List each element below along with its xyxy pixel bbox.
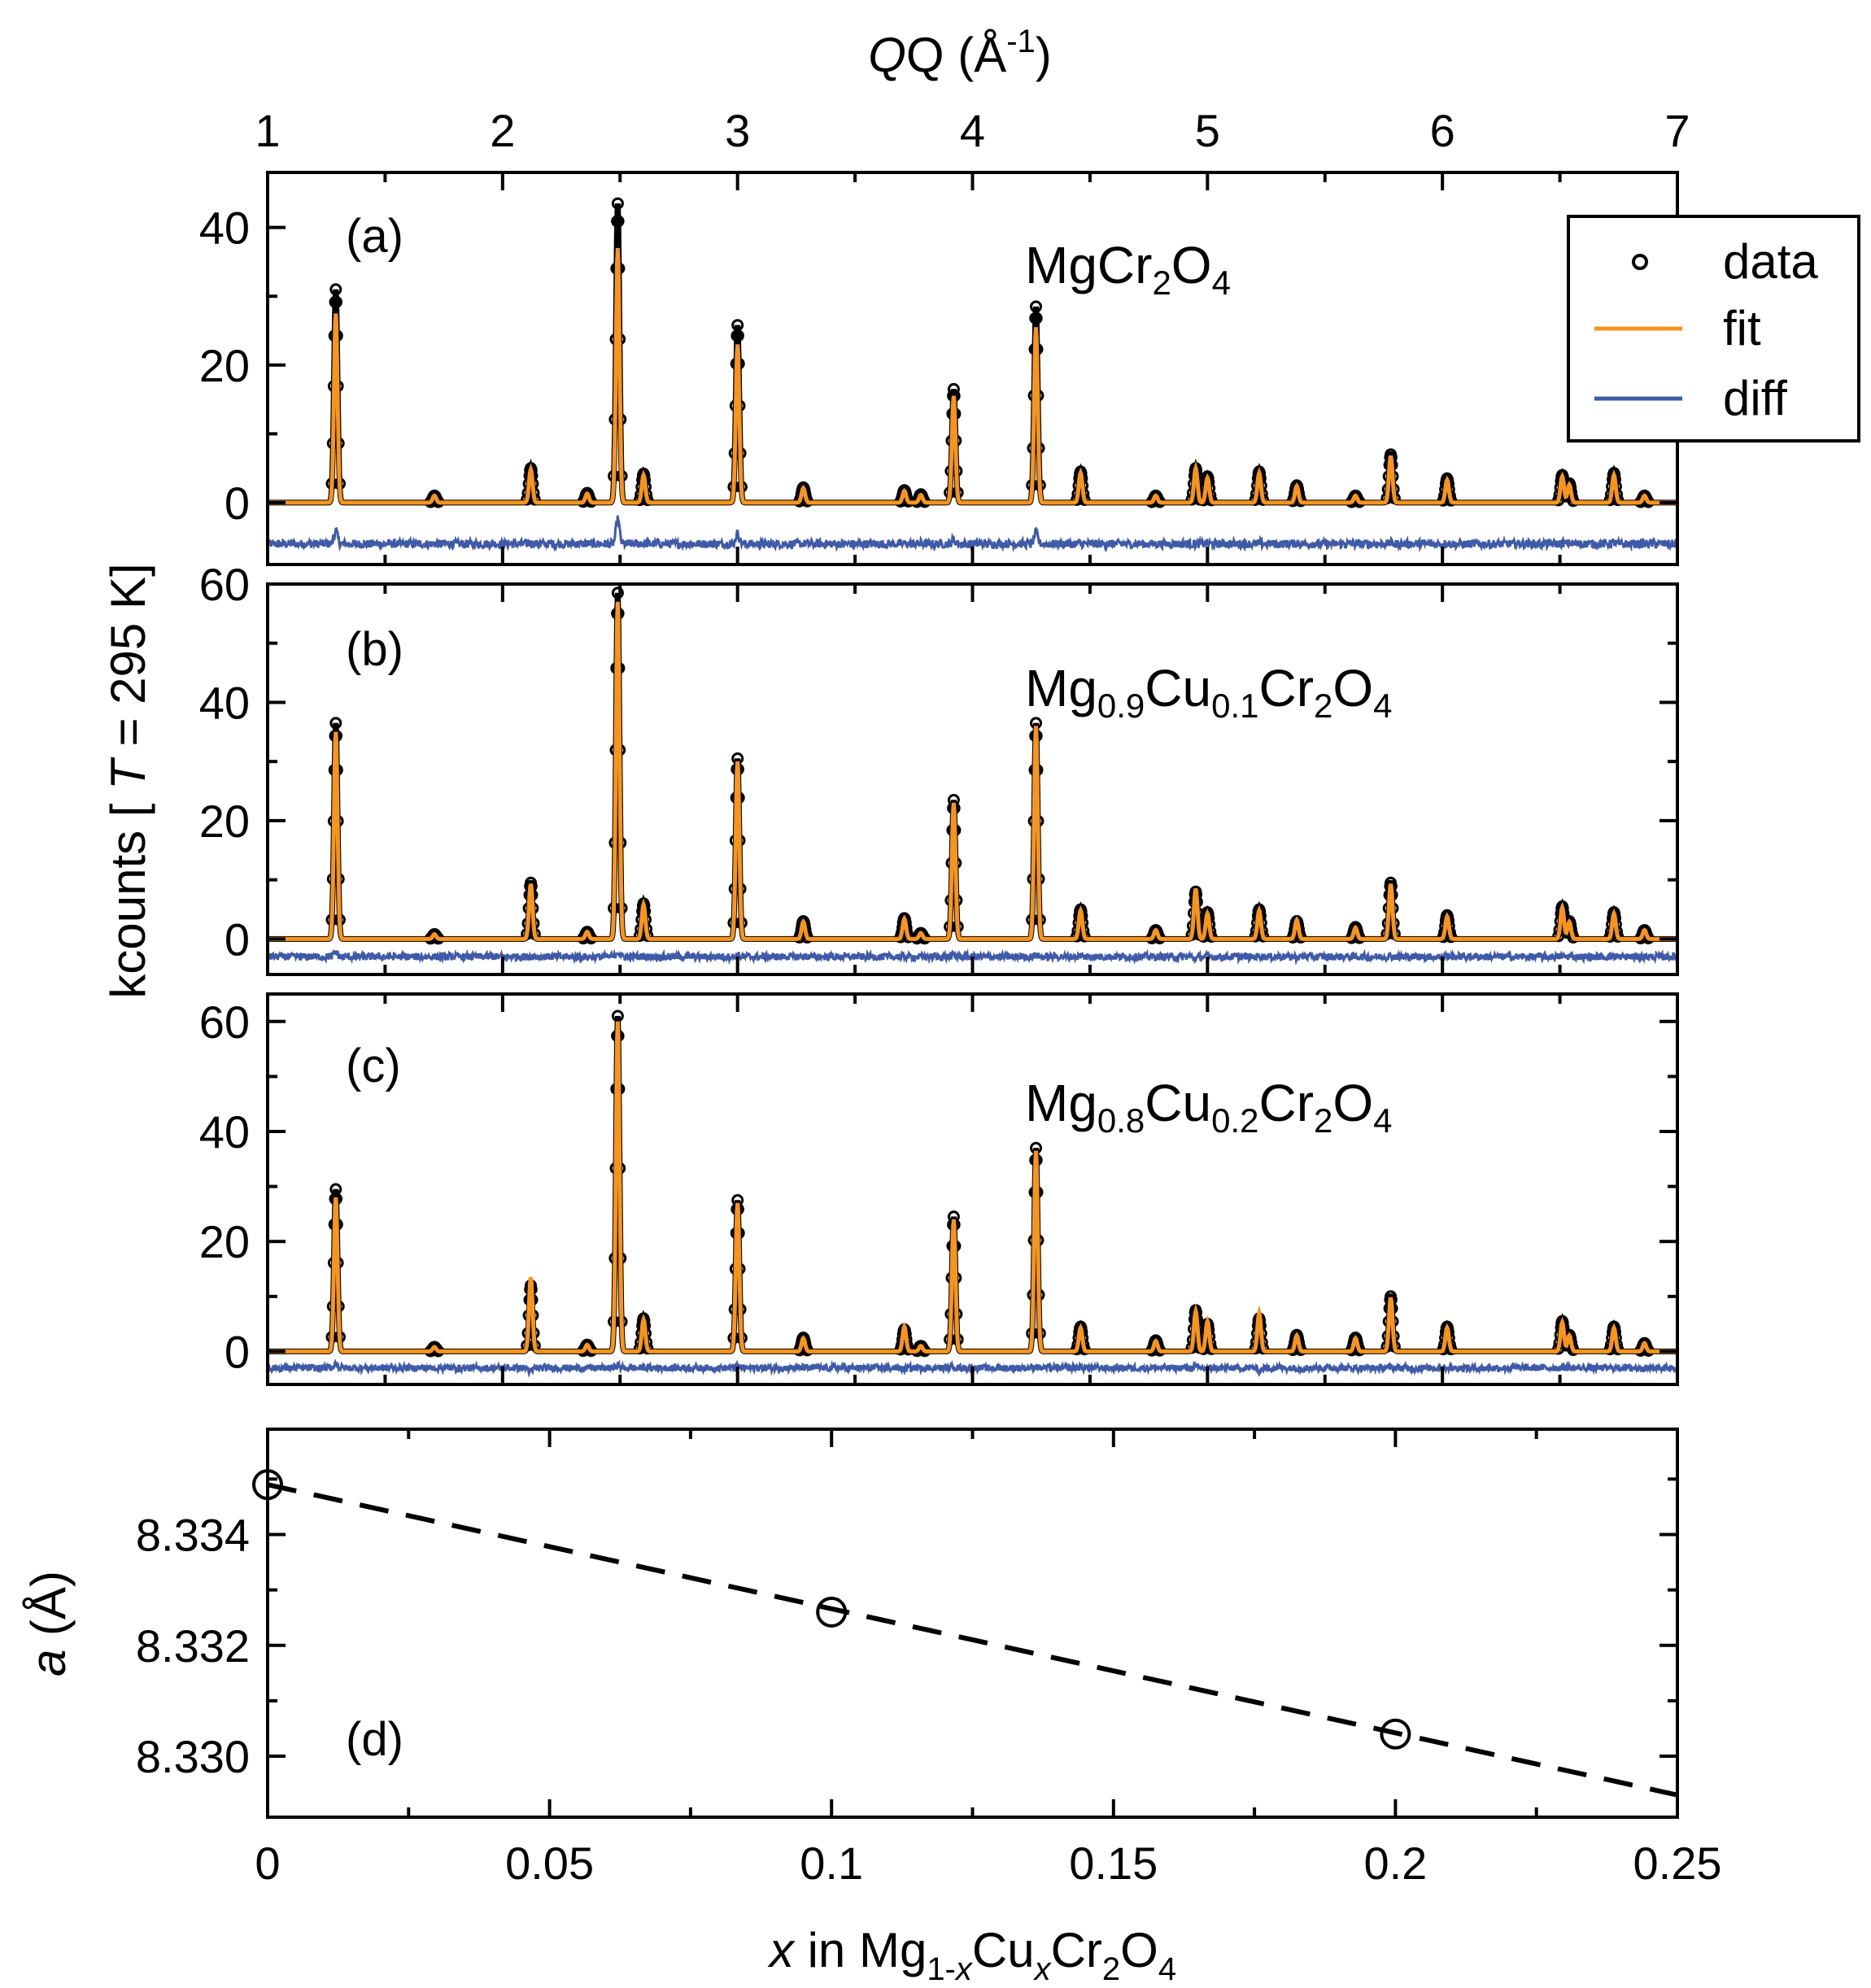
top-axis-tick-label: 4 (960, 105, 985, 156)
data-point (611, 1009, 624, 1022)
panel-c: 0 20 40 60 (c) Mg0.8Cu0.2Cr2O4 (199, 992, 1679, 1386)
panel-d-plot (252, 1469, 1678, 1798)
legend-diff-label: diff (1723, 371, 1787, 425)
data-baseline-curve (268, 203, 1677, 506)
data-baseline-curve (268, 592, 1677, 942)
panel-b: 0 20 40 60 (b) Mg0.9Cu0.1Cr2O4 (199, 559, 1679, 976)
lattice-point (816, 1596, 848, 1628)
top-axis-close: ) (1036, 28, 1052, 82)
fit-curve (268, 247, 1677, 505)
y-tick-label: 0 (225, 913, 250, 965)
legend-data-marker (1632, 254, 1648, 270)
top-axis-tick-label: 3 (725, 105, 750, 156)
legend: data fit diff (1567, 215, 1860, 443)
panel-a-frame (266, 171, 1679, 566)
lattice-point (252, 1469, 283, 1501)
y-tick-label: 40 (199, 1106, 250, 1157)
data-point (1030, 312, 1043, 325)
panel-a-tag: (a) (346, 210, 403, 263)
x-tick-label: 0.05 (505, 1838, 594, 1889)
panel-a-plot (266, 197, 1679, 553)
y-tick-label: 60 (199, 996, 250, 1048)
panel-d-x-title: x in Mg1-xCuxCr2O4 (767, 1923, 1176, 1987)
panel-b-tag: (b) (346, 623, 403, 676)
y-tick-label: 20 (199, 340, 250, 391)
y-axis-title-pre: kcounts [ (101, 790, 155, 999)
panel-a-compound: MgCr2O4 (1025, 236, 1231, 302)
panel-b-plot (267, 586, 1679, 966)
top-axis-tick-label: 7 (1664, 105, 1690, 156)
y-axis-title: kcounts [ T = 295 K] (101, 563, 155, 998)
panel-a: 0 20 40 (a) MgCr2O4 data fit diff (199, 171, 1860, 566)
panel-c-tag: (c) (346, 1040, 401, 1092)
y-tick-label: 20 (199, 1216, 250, 1267)
top-axis-sup: -1 (1006, 24, 1036, 59)
top-axis: 1 2 3 4 5 6 7 (255, 105, 1690, 156)
panel-c-frame (266, 992, 1679, 1386)
data-point (612, 215, 625, 228)
data-point (731, 329, 744, 342)
top-axis-q: Q (868, 28, 906, 82)
panel-c-plot (266, 1009, 1678, 1379)
y-tick-label: 8.332 (136, 1620, 250, 1672)
data-point (329, 283, 342, 296)
data-point (329, 717, 342, 730)
fit-curve (268, 1021, 1677, 1354)
x-tick-label: 0.25 (1633, 1838, 1722, 1889)
panel-d-ticks: 0 0.05 0.1 0.15 0.2 0.25 8.330 8.332 8.334 (136, 1429, 1722, 1889)
x-tick-label: 0.2 (1363, 1838, 1427, 1889)
top-axis-tick-label: 6 (1430, 105, 1455, 156)
panel-b-ticks: 0 20 40 60 (199, 559, 1679, 974)
y-tick-label: 8.330 (136, 1731, 250, 1782)
data-point (1030, 300, 1042, 313)
fit-dashed-line (267, 1482, 1678, 1798)
top-axis-tick-label: 2 (490, 105, 515, 156)
x-tick-label: 0.1 (800, 1838, 863, 1889)
x-tick-label: 0 (255, 1838, 280, 1889)
data-point (947, 382, 960, 395)
panel-d-frame (266, 1428, 1679, 1819)
panel-b-compound: Mg0.9Cu0.1Cr2O4 (1025, 659, 1393, 725)
panel-d: 0 0.05 0.1 0.15 0.2 0.25 8.330 8.332 8.334 (d) a… (21, 1428, 1722, 1987)
y-tick-label: 8.334 (136, 1509, 250, 1560)
panel-d-tag: (d) (346, 1713, 403, 1766)
top-axis-unit: Q (Å (906, 28, 1006, 82)
y-tick-label: 20 (199, 796, 250, 847)
y-tick-label: 0 (225, 477, 250, 529)
fit-curve (268, 601, 1677, 941)
y-axis-title-post: = 295 K] (101, 563, 155, 760)
y-tick-label: 0 (225, 1326, 250, 1377)
y-tick-label: 40 (199, 677, 250, 728)
panel-c-ticks: 0 20 40 60 (199, 994, 1679, 1384)
x-tick-label: 0.15 (1069, 1838, 1158, 1889)
panel-b-frame (266, 582, 1679, 976)
top-axis-tick-label: 5 (1195, 105, 1220, 156)
data-point (330, 295, 342, 308)
panel-c-compound: Mg0.8Cu0.2Cr2O4 (1025, 1074, 1393, 1140)
panel-a-ticks: 0 20 40 (199, 172, 1679, 565)
legend-data-label: data (1723, 234, 1818, 289)
data-point (611, 197, 624, 210)
top-axis-title: QQ (Å-1) (868, 24, 1052, 82)
panel-d-y-title: a (Å) (21, 1571, 76, 1676)
y-tick-label: 40 (199, 203, 250, 254)
top-axis-tick-label: 1 (255, 105, 280, 156)
data-point (611, 586, 624, 599)
y-tick-label: 60 (199, 559, 250, 610)
data-baseline-curve (268, 1015, 1677, 1354)
diff-curve (266, 515, 1679, 553)
y-axis-title-T: T (101, 756, 155, 790)
lattice-point (1380, 1718, 1411, 1750)
legend-fit-label: fit (1723, 301, 1761, 355)
